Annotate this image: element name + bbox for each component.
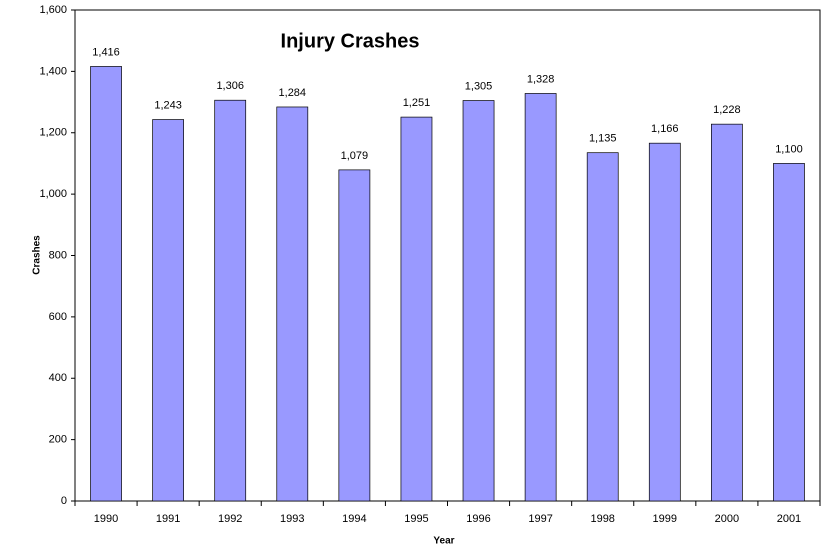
- data-label: 1,243: [154, 99, 182, 111]
- y-tick-label: 1,200: [39, 127, 67, 139]
- x-tick-label: 2001: [777, 513, 801, 525]
- bar: [214, 99, 247, 502]
- x-tick-label: 2000: [715, 513, 739, 525]
- x-tick-label: 1998: [590, 513, 614, 525]
- bar: [524, 93, 557, 502]
- bar: [152, 119, 184, 502]
- y-tick-label: 0: [61, 495, 67, 507]
- y-tick-label: 1,000: [39, 188, 67, 200]
- data-label: 1,328: [527, 73, 555, 85]
- data-label: 1,100: [775, 143, 803, 155]
- x-tick-label: 1991: [156, 513, 180, 525]
- x-tick-label: 1994: [342, 513, 366, 525]
- data-label: 1,251: [403, 97, 431, 109]
- x-tick-label: 1999: [653, 513, 677, 525]
- x-tick-label: 1993: [280, 513, 304, 525]
- data-label: 1,135: [589, 133, 617, 145]
- x-tick-label: 1992: [218, 513, 242, 525]
- bar: [462, 100, 495, 502]
- x-tick-label: 1990: [94, 513, 118, 525]
- x-axis-title: Year: [433, 536, 454, 547]
- data-label: 1,166: [651, 123, 679, 135]
- bar: [276, 106, 309, 502]
- y-tick-label: 1,600: [39, 4, 67, 16]
- chart-title: Injury Crashes: [281, 30, 420, 52]
- x-tick-label: 1996: [466, 513, 490, 525]
- bar: [711, 123, 743, 502]
- bar: [586, 152, 619, 502]
- plot-frame: [74, 9, 821, 502]
- y-tick-label: 400: [49, 372, 67, 384]
- y-tick-label: 800: [49, 249, 67, 261]
- y-tick-label: 1,400: [39, 65, 67, 77]
- bar: [338, 169, 371, 502]
- y-tick-label: 600: [49, 311, 67, 323]
- data-label: 1,228: [713, 104, 741, 116]
- data-label: 1,079: [341, 150, 369, 162]
- data-label: 1,284: [279, 87, 307, 99]
- data-label: 1,416: [92, 46, 120, 58]
- bar: [90, 66, 122, 502]
- y-axis-title: Crashes: [32, 235, 43, 275]
- bar: [773, 163, 805, 502]
- data-label: 1,306: [216, 80, 244, 92]
- bar: [648, 142, 681, 502]
- y-tick-label: 200: [49, 434, 67, 446]
- x-tick-label: 1995: [404, 513, 428, 525]
- data-label: 1,305: [465, 80, 493, 92]
- x-tick-label: 1997: [528, 513, 552, 525]
- bar: [400, 116, 433, 502]
